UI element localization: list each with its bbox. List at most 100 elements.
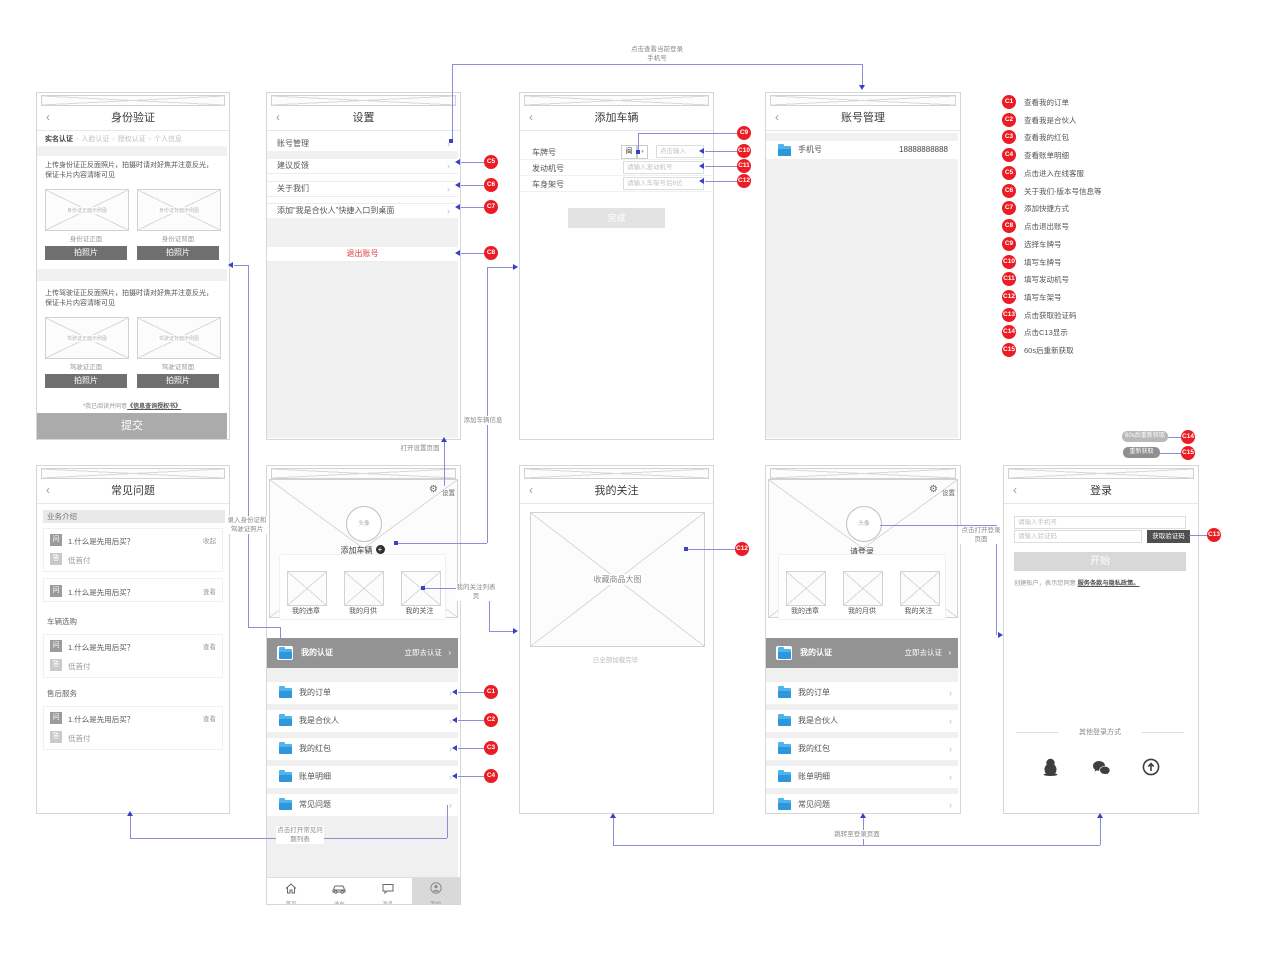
legend-item: C4 查看账单明细 (1002, 148, 1069, 162)
plate-province-select[interactable]: 闽 (621, 145, 637, 159)
my-violations-card[interactable] (287, 571, 327, 606)
go-auth-link[interactable]: 立即去认证 (404, 648, 443, 657)
connector-line (461, 253, 484, 254)
tab-messages[interactable]: 消息 (364, 878, 412, 904)
gear-icon[interactable]: ⚙ (929, 484, 938, 495)
license-back-placeholder[interactable]: 驾驶证背面示例图 (137, 317, 221, 359)
avatar[interactable]: 头像 (346, 506, 382, 542)
tab-car[interactable]: 选车 (315, 878, 363, 904)
phone-input[interactable] (1014, 516, 1186, 529)
faq-item[interactable]: 问 1.什么是先用后买？ 查看 (43, 578, 223, 602)
list-item-bill-detail[interactable]: 账单明细 › (766, 766, 960, 788)
tab-home[interactable]: 首页 (267, 878, 315, 904)
resend-button[interactable]: 重新获取 (1123, 447, 1160, 458)
take-photo-button[interactable]: 拍照片 (45, 246, 127, 260)
note-view-phone: 点击查看当前登录手机号 (630, 45, 684, 64)
my-violations-card[interactable] (786, 571, 826, 606)
tab-profile[interactable]: 我的 (411, 878, 460, 904)
banner-placeholder (770, 95, 956, 106)
chevron-right-icon: › (949, 716, 952, 726)
settings-row-about[interactable]: 关于我们 › (267, 181, 458, 197)
faq-view-link[interactable]: 查看 (203, 589, 216, 596)
idcard-front-placeholder[interactable]: 身份证正面示例图 (45, 189, 129, 231)
step-indicator: 实名认证 › 人脸认证 › 授权认证 › 个人信息 (45, 134, 182, 144)
login-prompt[interactable]: 请登录 (850, 547, 874, 556)
connector-endpoint (684, 547, 688, 551)
my-monthly-payment-card[interactable] (843, 571, 883, 606)
settings-link[interactable]: 设置 (942, 490, 955, 497)
avatar[interactable]: 头像 (846, 506, 882, 542)
divider (520, 175, 711, 176)
engine-number-input[interactable] (623, 161, 704, 174)
faq-item[interactable]: 问 1.什么是先用后买？ 查看 答 低首付 (43, 706, 223, 750)
list-item-partner[interactable]: 我是合伙人 › (766, 710, 960, 732)
back-icon[interactable]: ‹ (529, 483, 533, 497)
settings-row-feedback[interactable]: 建议反馈 › (267, 159, 458, 174)
screen-faq: ‹ 常见问题 业务介绍 问 1.什么是先用后买？ 收起 答 低首付 问 1.什么… (36, 465, 230, 814)
vin-input[interactable] (623, 177, 704, 190)
submit-button[interactable]: 提交 (37, 413, 227, 439)
connector-line (458, 748, 484, 749)
code-input[interactable] (1014, 530, 1142, 543)
take-photo-button[interactable]: 拍照片 (137, 246, 219, 260)
list-item-faq[interactable]: 常见问题 › (267, 794, 460, 816)
plate-number-input[interactable] (656, 145, 704, 158)
settings-row-shortcut[interactable]: 添加“我是合伙人”快捷入口到桌面 › (267, 203, 458, 219)
gear-icon[interactable]: ⚙ (429, 484, 438, 495)
done-button[interactable]: 完成 (568, 208, 665, 228)
agreement-link[interactable]: 《信息查询授权书》 (127, 404, 182, 410)
faq-view-link[interactable]: 查看 (203, 716, 216, 723)
settings-row-account[interactable]: 账号管理 › (267, 137, 458, 152)
third-login-button[interactable] (1142, 758, 1160, 781)
divider (520, 191, 711, 192)
faq-view-link[interactable]: 查看 (203, 644, 216, 651)
license-front-placeholder[interactable]: 驾驶证正面示例图 (45, 317, 129, 359)
connector-line (862, 64, 863, 86)
auth-folder-box (776, 646, 792, 660)
list-item-my-orders[interactable]: 我的订单 › (267, 682, 460, 704)
take-photo-button[interactable]: 拍照片 (137, 374, 219, 388)
take-photo-button[interactable]: 拍照片 (45, 374, 127, 388)
start-button[interactable]: 开始 (1014, 552, 1186, 571)
idcard-back-placeholder[interactable]: 身份证背面示例图 (137, 189, 221, 231)
phone-number-row[interactable]: 手机号 18888888888 (766, 141, 958, 159)
faq-item[interactable]: 问 1.什么是先用后买？ 收起 答 低首付 (43, 528, 223, 572)
auth-label: 我的认证 (800, 648, 832, 657)
list-item-my-orders[interactable]: 我的订单 › (766, 682, 960, 704)
chevron-right-icon: › (448, 648, 451, 657)
followed-product-image[interactable]: 收藏商品大图 (530, 512, 705, 647)
plus-icon[interactable]: + (375, 545, 385, 554)
list-item-red-packet[interactable]: 我的红包 › (267, 738, 460, 760)
go-auth-link[interactable]: 立即去认证 (904, 648, 943, 657)
settings-link[interactable]: 设置 (442, 490, 455, 497)
back-icon[interactable]: ‹ (529, 110, 533, 124)
back-icon[interactable]: ‹ (46, 110, 50, 124)
add-vehicle-entry[interactable]: 添加车辆 + (267, 545, 458, 556)
list-item-bill-detail[interactable]: 账单明细 › (267, 766, 460, 788)
list-item-red-packet[interactable]: 我的红包 › (766, 738, 960, 760)
faq-item[interactable]: 问 1.什么是先用后买？ 查看 答 低首付 (43, 634, 223, 678)
faq-section-header: 售后服务 (47, 689, 77, 698)
list-item-partner[interactable]: 我是合伙人 › (267, 710, 460, 732)
agreement-line: *我已阅读并同意《信息查询授权书》 (37, 401, 227, 410)
auth-banner[interactable]: 我的认证 立即去认证 › (267, 638, 458, 668)
screen-profile-logged-in: ⚙ 设置 头像 添加车辆 + 我的违章 我的月供 我的关注 我的认证 立即去认证 … (266, 465, 461, 905)
divider (1142, 732, 1184, 733)
list-item-faq[interactable]: 常见问题 › (766, 794, 960, 813)
folder-icon (278, 647, 292, 659)
back-icon[interactable]: ‹ (276, 110, 280, 124)
back-icon[interactable]: ‹ (775, 110, 779, 124)
legend-item: C8 点击退出账号 (1002, 219, 1069, 233)
logout-button[interactable]: 退出账号 (267, 247, 458, 262)
note-open-settings: 打开设置页面 (398, 444, 442, 454)
agreement-link[interactable]: 服务条款与隐私政策。 (1077, 580, 1140, 587)
qq-login-button[interactable] (1042, 758, 1059, 781)
faq-collapse-link[interactable]: 收起 (203, 538, 216, 545)
auth-banner[interactable]: 我的认证 立即去认证 › (766, 638, 958, 668)
my-follows-card[interactable] (900, 571, 940, 606)
get-code-button[interactable]: 获取验证码 (1147, 530, 1190, 543)
back-icon[interactable]: ‹ (1013, 483, 1017, 497)
back-icon[interactable]: ‹ (46, 483, 50, 497)
wechat-login-button[interactable] (1092, 760, 1111, 781)
my-monthly-payment-card[interactable] (344, 571, 384, 606)
